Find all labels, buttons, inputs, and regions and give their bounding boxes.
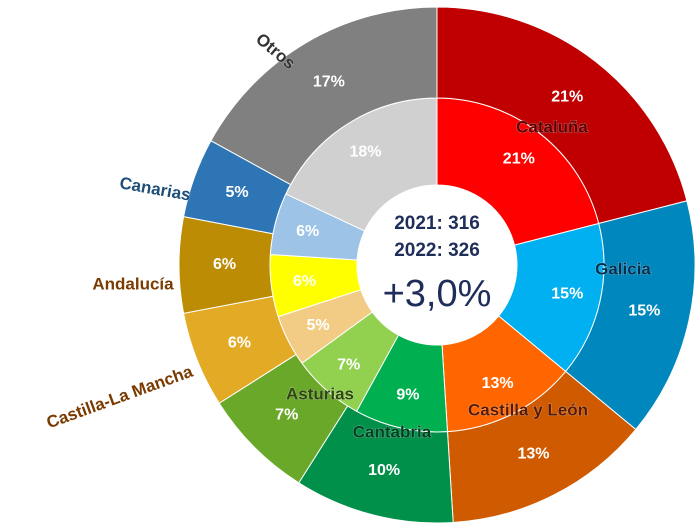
value-label: 5% bbox=[226, 184, 249, 201]
category-label: Cataluña bbox=[516, 117, 588, 136]
value-label: 6% bbox=[213, 256, 236, 273]
donut-slice bbox=[210, 6, 438, 186]
donut-hole bbox=[357, 185, 517, 345]
value-label: 15% bbox=[551, 285, 583, 302]
category-label: Galicia bbox=[595, 259, 651, 278]
value-label: 17% bbox=[313, 73, 345, 90]
value-label: 15% bbox=[628, 303, 660, 320]
category-label: Castilla y León bbox=[468, 400, 588, 419]
category-label: Cantabria bbox=[353, 422, 432, 441]
value-label: 9% bbox=[396, 387, 419, 404]
value-label: 6% bbox=[228, 334, 251, 351]
value-label: 10% bbox=[368, 462, 400, 479]
value-label: 13% bbox=[517, 446, 549, 463]
value-label: 13% bbox=[482, 375, 514, 392]
center-line: 2022: 326 bbox=[394, 240, 480, 261]
value-label: 7% bbox=[275, 406, 298, 423]
value-label: 5% bbox=[306, 317, 329, 334]
category-label: Andalucía bbox=[92, 274, 174, 293]
center-change: +3,0% bbox=[383, 273, 492, 315]
category-label: Canarias bbox=[118, 173, 192, 204]
category-label: Castilla-La Mancha bbox=[44, 362, 196, 433]
value-label: 21% bbox=[551, 88, 583, 105]
value-label: 18% bbox=[349, 144, 381, 161]
value-label: 6% bbox=[293, 273, 316, 290]
value-label: 7% bbox=[337, 356, 360, 373]
center-line: 2021: 316 bbox=[394, 213, 480, 234]
value-label: 6% bbox=[296, 223, 319, 240]
value-label: 21% bbox=[503, 151, 535, 168]
category-label: Asturias bbox=[286, 384, 354, 403]
donut-slice bbox=[436, 6, 688, 225]
